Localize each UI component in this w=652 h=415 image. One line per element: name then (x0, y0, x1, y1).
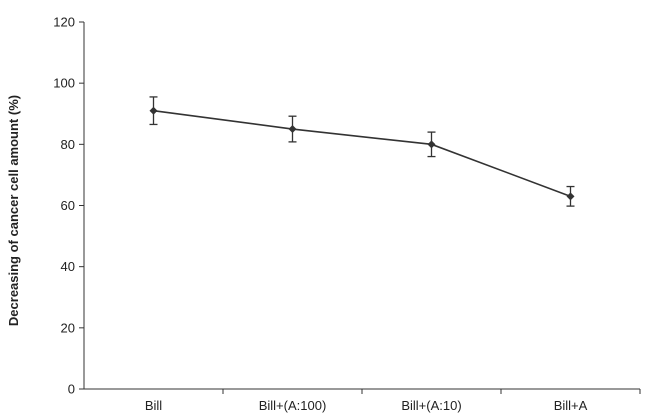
y-tick-label: 100 (53, 76, 75, 91)
y-tick-label: 0 (68, 382, 75, 397)
y-tick-label: 120 (53, 15, 75, 30)
y-ticks: 0 20 40 60 80 100 120 (53, 15, 84, 397)
data-point (427, 140, 436, 149)
y-tick-label: 20 (61, 320, 75, 335)
data-point (149, 106, 158, 115)
axes (83, 22, 640, 390)
series-layer (149, 96, 575, 207)
x-tick-label: Bill+(A:100) (259, 398, 327, 413)
data-point (566, 192, 575, 201)
x-tick-label: Bill (145, 398, 162, 413)
y-axis-label: Decreasing of cancer cell amount (%) (6, 95, 21, 326)
data-point (288, 125, 297, 134)
y-tick-label: 80 (61, 137, 75, 152)
x-tick-label: Bill+(A:10) (401, 398, 461, 413)
series-line (153, 109, 571, 198)
x-tick-label: Bill+A (554, 398, 588, 413)
y-tick-label: 40 (61, 259, 75, 274)
y-tick-label: 60 (61, 198, 75, 213)
x-ticks: Bill Bill+(A:100) Bill+(A:10) Bill+A (145, 389, 641, 413)
